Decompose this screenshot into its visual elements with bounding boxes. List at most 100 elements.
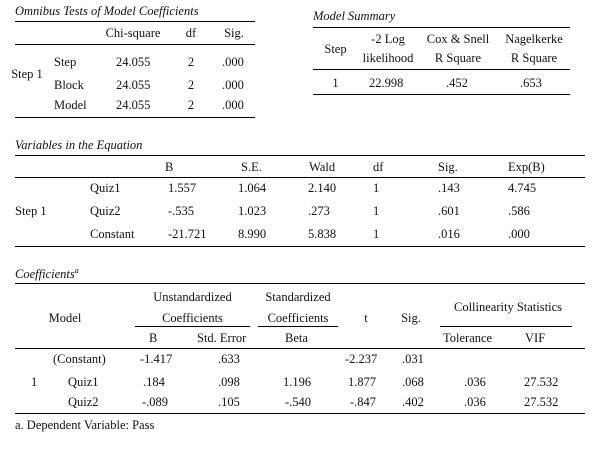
coefficients-header-model: Model xyxy=(48,311,82,325)
omnibus-row-chi: 24.055 xyxy=(116,98,151,112)
omnibus-top-rule xyxy=(15,21,255,22)
coefficients-row-t: -2.237 xyxy=(345,352,378,366)
variables-row-exp: .000 xyxy=(508,227,530,241)
variables-row-sig: .143 xyxy=(438,181,460,195)
model-summary-title: Model Summary xyxy=(313,9,396,23)
omnibus-header-chi: Chi-square xyxy=(105,26,161,40)
omnibus-row-sig: .000 xyxy=(222,98,244,112)
model-summary-cell-nk: .653 xyxy=(520,76,542,90)
model-summary-top-rule xyxy=(313,27,570,28)
coefficients-header-beta: Beta xyxy=(285,331,308,345)
variables-row-wald: .273 xyxy=(308,204,330,218)
coefficients-row-b: -.089 xyxy=(142,395,169,409)
coefficients-row-se: .105 xyxy=(218,395,240,409)
model-summary-cell-ll: 22.998 xyxy=(369,76,404,90)
coefficients-row-sig: .031 xyxy=(402,352,424,366)
model-summary-header-nk: R Square xyxy=(510,51,558,65)
coefficients-row-name: Quiz1 xyxy=(68,375,99,389)
omnibus-row-label: Step xyxy=(54,55,77,69)
variables-row-name: Constant xyxy=(90,227,135,241)
coefficients-header-std: Coefficients xyxy=(267,311,329,325)
omnibus-header-df: df xyxy=(185,26,197,40)
variables-row-wald: 2.140 xyxy=(308,181,337,195)
coefficients-row-beta: -.540 xyxy=(285,395,312,409)
variables-header-wald: Wald xyxy=(309,160,336,174)
variables-row-df: 1 xyxy=(373,181,380,195)
omnibus-title: Omnibus Tests of Model Coefficients xyxy=(15,4,199,18)
coefficients-row-name: (Constant) xyxy=(53,352,106,366)
coefficients-header-unstd: Unstandardized xyxy=(153,290,232,304)
variables-row-name: Quiz2 xyxy=(90,204,121,218)
variables-top-rule xyxy=(15,155,585,156)
omnibus-header-sig: Sig. xyxy=(224,26,244,40)
variables-row-se: 1.023 xyxy=(238,204,267,218)
coefficients-row-beta: 1.196 xyxy=(283,375,312,389)
variables-header-se: S.E. xyxy=(241,160,262,174)
model-summary-header-ll: likelihood xyxy=(362,51,414,65)
coefficients-title: Coefficientsa xyxy=(15,266,79,282)
coefficients-header-unstd: Coefficients xyxy=(162,311,223,325)
coefficients-header-std: Standardized xyxy=(265,290,331,304)
variables-row-exp: .586 xyxy=(508,204,530,218)
variables-row-name: Quiz1 xyxy=(90,181,121,195)
omnibus-row-df: 2 xyxy=(187,98,195,112)
coefficients-row-t: 1.877 xyxy=(348,375,377,389)
variables-row-se: 8.990 xyxy=(238,227,267,241)
coefficients-subheader-rule-coll xyxy=(440,326,572,327)
variables-header-exp: Exp(B) xyxy=(508,160,545,174)
omnibus-bottom-rule xyxy=(15,117,255,118)
coefficients-header-collinearity: Collinearity Statistics xyxy=(454,300,562,314)
model-summary-header-cs: Cox & Snell xyxy=(426,32,490,46)
coefficients-row-tolerance: .036 xyxy=(464,395,486,409)
coefficients-title-text: Coefficients xyxy=(15,267,75,282)
coefficients-row-t: -.847 xyxy=(350,395,377,409)
coefficients-row-name: Quiz2 xyxy=(68,395,99,409)
variables-row-b: -.535 xyxy=(168,204,195,218)
model-summary-bottom-rule xyxy=(313,94,570,95)
variables-row-wald: 5.838 xyxy=(308,227,337,241)
variables-title: Variables in the Equation xyxy=(15,138,143,152)
model-summary-header-step: Step xyxy=(324,42,347,56)
model-summary-header-cs: R Square xyxy=(434,51,482,65)
coefficients-title-footnote-mark: a xyxy=(74,266,79,275)
coefficients-model-number: 1 xyxy=(31,375,38,389)
coefficients-row-vif: 27.532 xyxy=(524,395,559,409)
variables-header-rule xyxy=(15,177,585,178)
variables-row-df: 1 xyxy=(373,204,380,218)
omnibus-row-df: 2 xyxy=(187,78,195,92)
coefficients-header-t: t xyxy=(364,311,368,325)
omnibus-row-chi: 24.055 xyxy=(116,55,151,69)
model-summary-header-nk: Nagelkerke xyxy=(505,32,563,46)
coefficients-header-b: B xyxy=(149,331,158,345)
variables-step-label: Step 1 xyxy=(15,204,47,218)
omnibus-step-label: Step 1 xyxy=(11,67,43,81)
coefficients-row-b: -1.417 xyxy=(140,352,173,366)
omnibus-row-df: 2 xyxy=(187,55,195,69)
coefficients-header-se: Std. Error xyxy=(197,331,247,345)
coefficients-row-tolerance: .036 xyxy=(464,375,486,389)
variables-row-exp: 4.745 xyxy=(508,181,537,195)
coefficients-row-se: .098 xyxy=(218,375,240,389)
variables-row-df: 1 xyxy=(373,227,380,241)
variables-row-sig: .601 xyxy=(438,204,460,218)
variables-row-sig: .016 xyxy=(438,227,460,241)
coefficients-top-rule xyxy=(15,283,585,284)
coefficients-header-tolerance: Tolerance xyxy=(443,331,493,345)
coefficients-row-sig: .402 xyxy=(402,395,424,409)
coefficients-row-se: .633 xyxy=(218,352,240,366)
coefficients-footnote: a. Dependent Variable: Pass xyxy=(15,418,155,432)
model-summary-cell-step: 1 xyxy=(332,76,339,90)
variables-row-se: 1.064 xyxy=(238,181,267,195)
omnibus-row-label: Model xyxy=(54,98,87,112)
coefficients-bottom-rule xyxy=(15,413,585,414)
variables-header-sig: Sig. xyxy=(438,160,458,174)
omnibus-header-rule xyxy=(15,44,255,45)
omnibus-row-chi: 24.055 xyxy=(116,78,151,92)
omnibus-row-sig: .000 xyxy=(222,78,244,92)
coefficients-subheader-rule-unstd xyxy=(135,326,250,327)
omnibus-row-sig: .000 xyxy=(222,55,244,69)
omnibus-row-label: Block xyxy=(54,78,84,92)
variables-row-b: 1.557 xyxy=(168,181,197,195)
variables-row-b: -21.721 xyxy=(168,227,207,241)
coefficients-header-vif: VIF xyxy=(525,331,546,345)
